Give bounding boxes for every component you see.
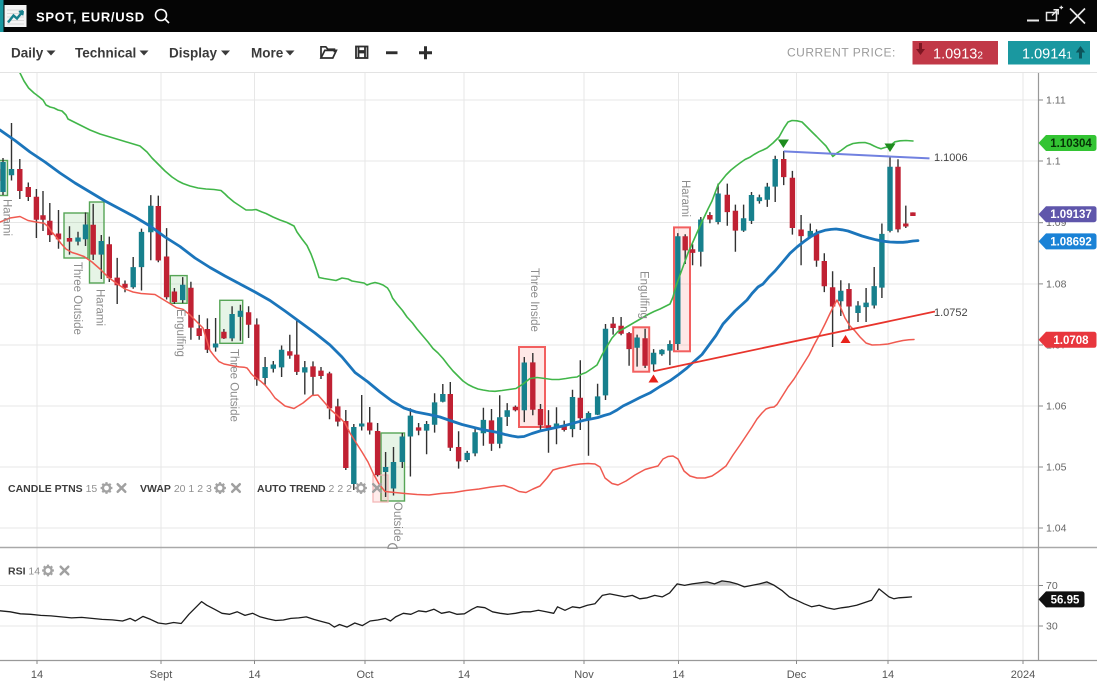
- svg-text:Display: Display: [169, 46, 218, 61]
- svg-text:RSI 14: RSI 14: [8, 566, 40, 578]
- svg-text:14: 14: [31, 669, 43, 681]
- svg-text:Harami: Harami: [94, 289, 106, 326]
- svg-text:1.04: 1.04: [1046, 523, 1067, 535]
- svg-text:Engulfing: Engulfing: [638, 271, 650, 319]
- svg-text:Engulfing: Engulfing: [174, 309, 186, 357]
- svg-text:1.08: 1.08: [1046, 278, 1067, 290]
- svg-text:Dec: Dec: [787, 669, 807, 681]
- svg-text:70: 70: [1046, 580, 1058, 592]
- svg-text:14: 14: [248, 669, 260, 681]
- svg-text:Oct: Oct: [356, 669, 373, 681]
- svg-text:Daily: Daily: [11, 46, 44, 61]
- svg-text:Sept: Sept: [150, 669, 173, 681]
- svg-text:Three Inside: Three Inside: [528, 268, 540, 332]
- svg-text:1.1: 1.1: [1046, 156, 1061, 168]
- svg-text:More: More: [251, 46, 284, 61]
- svg-text:1.11: 1.11: [1046, 95, 1066, 107]
- svg-text:Technical: Technical: [75, 46, 136, 61]
- svg-text:Three Outside: Three Outside: [228, 349, 240, 422]
- svg-text:SPOT, EUR/USD: SPOT, EUR/USD: [36, 10, 145, 25]
- svg-text:14: 14: [882, 669, 894, 681]
- svg-text:Harami: Harami: [1, 199, 13, 236]
- svg-text:1.1006: 1.1006: [934, 152, 968, 164]
- svg-text:1.0752: 1.0752: [934, 307, 968, 319]
- svg-text:1.08692: 1.08692: [1050, 236, 1092, 248]
- svg-text:14: 14: [672, 669, 684, 681]
- svg-text:Harami: Harami: [679, 180, 691, 217]
- svg-text:1.09132: 1.09132: [933, 47, 983, 63]
- svg-text:Three Outside: Three Outside: [71, 262, 83, 335]
- svg-text:56.95: 56.95: [1051, 594, 1080, 606]
- svg-text:2024: 2024: [1011, 669, 1035, 681]
- svg-text:CANDLE PTNS 15: CANDLE PTNS 15: [8, 483, 97, 495]
- svg-text:30: 30: [1046, 621, 1058, 633]
- svg-text:1.0708: 1.0708: [1053, 335, 1089, 347]
- svg-text:1.09137: 1.09137: [1050, 209, 1092, 221]
- svg-text:CURRENT PRICE:: CURRENT PRICE:: [787, 46, 896, 60]
- svg-text:14: 14: [458, 669, 470, 681]
- svg-text:1.09141: 1.09141: [1022, 47, 1072, 63]
- svg-text:AUTO TREND 2 2 2: AUTO TREND 2 2 2: [257, 483, 352, 495]
- svg-text:1.10304: 1.10304: [1050, 138, 1092, 150]
- svg-text:VWAP 20 1 2 3: VWAP 20 1 2 3: [140, 483, 212, 495]
- svg-text:1.06: 1.06: [1046, 401, 1067, 413]
- svg-text:Nov: Nov: [574, 669, 594, 681]
- svg-text:Outside: Outside: [391, 502, 403, 542]
- svg-text:1.05: 1.05: [1046, 462, 1067, 474]
